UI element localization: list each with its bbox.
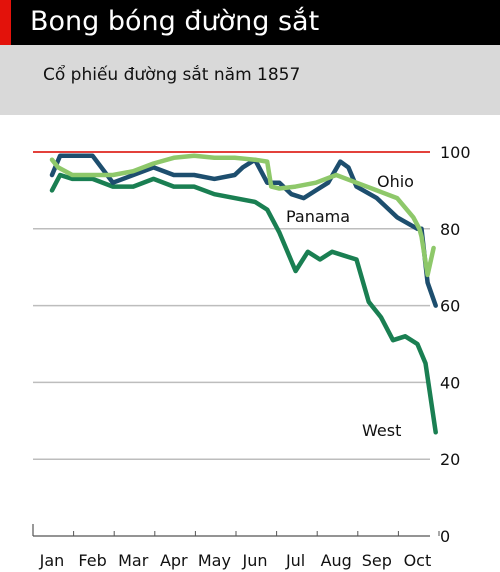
y-tick-label-0: 0 [440,527,450,546]
series-label-panama: Panama [286,207,350,226]
title-accent-stripe [0,0,11,45]
series-line-west [49,172,438,435]
x-tick-label-jan: Jan [39,551,65,570]
y-tick-label-60: 60 [440,297,460,316]
y-tick-label-40: 40 [440,373,460,392]
chart-title: Bong bóng đường sắt [30,6,320,37]
series-line-ohio [49,153,436,278]
x-tick-label-jun: Jun [242,551,268,570]
title-bar: Bong bóng đường sắt [0,0,500,45]
y-tick-label-100: 100 [440,143,471,162]
y-tick-label-80: 80 [440,220,460,239]
x-tick-label-apr: Apr [160,551,188,570]
x-tick-label-feb: Feb [78,551,106,570]
x-tick-label-mar: Mar [118,551,149,570]
x-tick-label-oct: Oct [404,551,432,570]
series-label-ohio: Ohio [377,172,414,191]
subtitle-bar: Cổ phiếu đường sắt năm 1857 [0,45,500,115]
line-chart: 0 20 40 60 80 100 Jan Feb Mar Apr May Jun Jul Aug Sep O… [32,143,471,570]
x-tick-label-jul: Jul [285,551,305,570]
x-tick-label-sep: Sep [362,551,392,570]
y-tick-label-20: 20 [440,450,460,469]
series-line-panama [49,153,438,308]
x-tick-label-may: May [198,551,231,570]
series-label-west: West [362,421,401,440]
chart-subtitle: Cổ phiếu đường sắt năm 1857 [43,65,301,85]
x-tick-label-aug: Aug [321,551,352,570]
